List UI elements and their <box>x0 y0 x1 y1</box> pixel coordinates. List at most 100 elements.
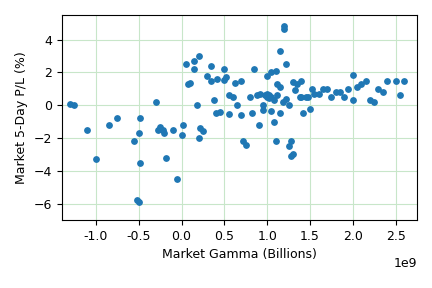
Point <box>392 78 399 83</box>
Point <box>247 95 254 99</box>
Point <box>159 128 166 132</box>
Point <box>208 78 215 83</box>
Point <box>204 73 211 78</box>
Point <box>169 128 176 132</box>
Point <box>265 96 272 100</box>
Point <box>349 73 356 77</box>
Point <box>285 103 292 107</box>
Point <box>194 103 200 107</box>
Point <box>358 82 365 86</box>
Point <box>265 92 272 97</box>
Point <box>285 144 292 149</box>
Point <box>191 59 198 63</box>
Point <box>276 111 283 116</box>
Point <box>262 93 269 98</box>
Point <box>231 81 238 85</box>
Point <box>279 100 286 104</box>
Point <box>154 128 161 132</box>
Point <box>332 90 339 94</box>
Point <box>260 103 267 107</box>
Point <box>296 95 303 99</box>
Point <box>298 78 305 83</box>
Point <box>281 27 288 31</box>
Point <box>268 70 275 75</box>
Point <box>308 86 315 91</box>
Point <box>240 139 247 144</box>
Point <box>289 152 296 157</box>
Point <box>163 156 170 160</box>
Point <box>300 111 307 116</box>
Point <box>276 85 283 90</box>
Point <box>152 100 159 104</box>
Point <box>362 78 369 83</box>
Point <box>371 100 378 104</box>
Text: 1e9: 1e9 <box>394 257 417 270</box>
Point <box>222 75 229 80</box>
Point <box>137 116 144 121</box>
Point <box>260 108 267 112</box>
Point <box>214 77 221 81</box>
Point <box>264 73 270 78</box>
Point <box>200 129 206 134</box>
Point <box>283 96 289 101</box>
Point <box>281 24 288 29</box>
Point <box>264 92 270 96</box>
Point <box>401 78 408 83</box>
Point <box>315 92 322 96</box>
Point <box>197 126 204 130</box>
Point <box>157 124 164 129</box>
Point <box>379 90 386 94</box>
Point <box>291 88 298 93</box>
Point <box>298 95 305 99</box>
Point <box>84 128 91 132</box>
Point <box>225 93 232 98</box>
Point <box>288 154 295 158</box>
Point <box>384 78 391 83</box>
Point <box>255 123 262 127</box>
Point <box>324 86 330 91</box>
Point <box>195 54 202 58</box>
Point <box>319 86 326 91</box>
Point <box>67 101 74 106</box>
Point <box>131 139 138 144</box>
Point <box>212 111 219 116</box>
Point <box>135 131 142 135</box>
Point <box>289 80 296 85</box>
Point <box>283 62 289 67</box>
Point <box>302 95 309 99</box>
Point <box>354 85 361 90</box>
Point <box>270 98 277 103</box>
Point <box>397 93 403 98</box>
Point <box>221 67 228 71</box>
Point <box>272 139 279 144</box>
Point <box>135 200 142 204</box>
Point <box>272 69 279 73</box>
Point <box>337 90 343 94</box>
Point <box>305 95 312 99</box>
Point <box>225 112 232 117</box>
Point <box>251 67 258 71</box>
Point <box>268 109 275 113</box>
Point <box>174 177 181 181</box>
Point <box>71 103 78 107</box>
Point <box>238 113 245 118</box>
Point <box>288 139 295 144</box>
Point <box>270 119 277 124</box>
Point <box>242 142 249 147</box>
Point <box>229 95 236 99</box>
Point <box>221 77 228 82</box>
Point <box>133 198 140 203</box>
Point <box>274 93 281 98</box>
Point <box>211 98 218 103</box>
Point <box>92 157 99 162</box>
Point <box>161 131 168 135</box>
Point <box>180 123 187 127</box>
Point <box>268 95 275 99</box>
Point <box>311 92 318 96</box>
Point <box>341 95 348 99</box>
Point <box>375 86 382 91</box>
Point <box>208 64 215 68</box>
Point <box>216 109 223 114</box>
Point <box>114 116 121 121</box>
X-axis label: Market Gamma (Billions): Market Gamma (Billions) <box>162 248 317 262</box>
